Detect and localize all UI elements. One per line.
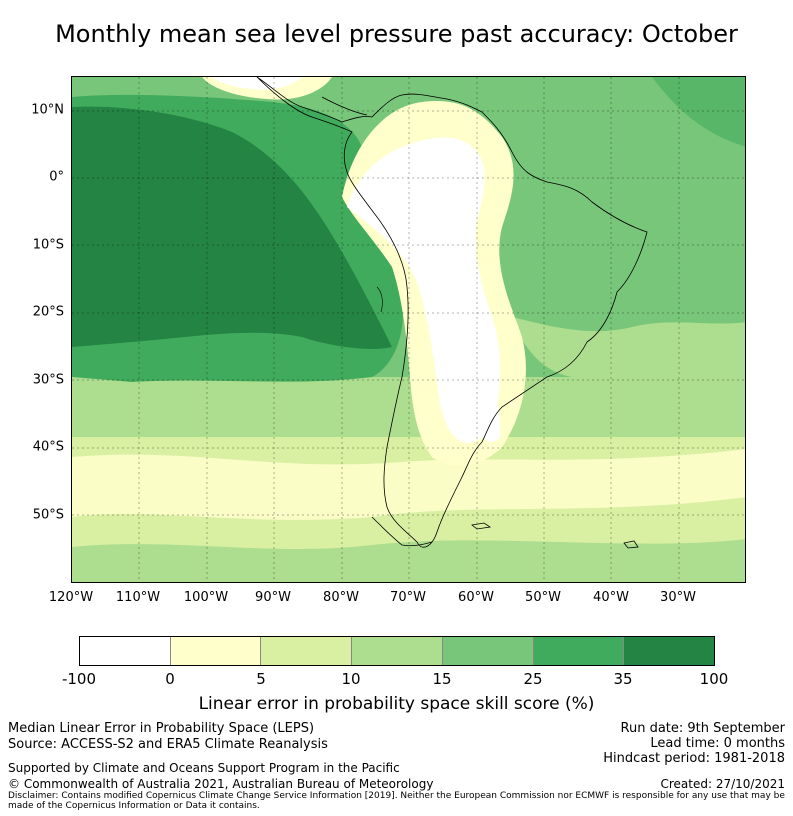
lon-label: 120°W xyxy=(48,590,94,605)
colorbar-label: Linear error in probability space skill … xyxy=(198,694,595,714)
lat-label: 30°S xyxy=(32,372,64,388)
footer-disclaimer: Disclaimer: Contains modified Copernicus… xyxy=(8,791,785,811)
lat-label: 50°S xyxy=(32,507,64,523)
colorbar xyxy=(79,636,715,666)
footer-created: Created: 27/10/2021 xyxy=(660,777,785,791)
lon-label: 30°W xyxy=(660,590,696,605)
colorbar-tick: 0 xyxy=(165,670,175,688)
lat-label: 40°S xyxy=(32,439,64,455)
lon-label: 100°W xyxy=(183,590,229,605)
skill-band-brazil-south xyxy=(512,317,745,382)
colorbar-tick: 5 xyxy=(256,670,266,688)
lon-label: 70°W xyxy=(390,590,426,605)
skill-band-bottom xyxy=(72,539,745,582)
skill-map xyxy=(72,77,745,582)
lon-label: 90°W xyxy=(255,590,291,605)
lat-label: 20°S xyxy=(32,304,64,320)
page-title: Monthly mean sea level pressure past acc… xyxy=(55,20,738,48)
lake-titicaca xyxy=(376,286,383,313)
skill-band-yellow-south xyxy=(72,449,745,520)
lon-label: 60°W xyxy=(458,590,494,605)
skill-band-pacific-max xyxy=(72,106,392,349)
south-america-coastline xyxy=(256,77,648,548)
lon-label: 80°W xyxy=(323,590,359,605)
colorbar-segment xyxy=(352,637,443,665)
tierra-del-fuego-coast xyxy=(371,516,433,547)
footer-run-date: Run date: 9th September xyxy=(620,721,785,736)
colorbar-tick: 100 xyxy=(699,670,729,688)
map-plot[interactable] xyxy=(71,76,746,583)
footer-support: Supported by Climate and Oceans Support … xyxy=(8,761,400,775)
falkland-islands xyxy=(471,522,492,530)
footer-method: Median Linear Error in Probability Space… xyxy=(8,721,315,736)
footer-lead-time: Lead time: 0 months xyxy=(650,736,785,751)
colorbar-segment xyxy=(80,637,171,665)
colorbar-tick: 25 xyxy=(523,670,543,688)
south-georgia xyxy=(623,540,639,549)
colorbar-segment xyxy=(442,637,534,665)
colorbar-tick: -100 xyxy=(61,670,97,688)
skill-patch-north-white xyxy=(212,77,302,90)
lat-label: 10°N xyxy=(31,102,64,118)
lat-label: 10°S xyxy=(32,237,64,253)
colorbar-segment xyxy=(624,637,715,665)
lat-label: 0° xyxy=(49,169,64,185)
colorbar-segment xyxy=(170,637,262,665)
footer-source: Source: ACCESS-S2 and ERA5 Climate Reana… xyxy=(8,737,328,752)
lon-label: 110°W xyxy=(115,590,161,605)
footer-copyright: © Commonwealth of Australia 2021, Austra… xyxy=(8,777,434,791)
lon-label: 40°W xyxy=(593,590,629,605)
central-america-coast xyxy=(321,96,368,116)
skill-band-continent-white xyxy=(347,137,501,443)
lon-label: 50°W xyxy=(525,590,561,605)
colorbar-segment xyxy=(533,637,625,665)
skill-patch-argentina-white xyxy=(471,367,501,442)
colorbar-segment xyxy=(261,637,353,665)
colorbar-tick: 15 xyxy=(432,670,452,688)
colorbar-tick: 35 xyxy=(613,670,633,688)
skill-patch-atlantic xyxy=(652,77,745,147)
footer-hindcast: Hindcast period: 1981-2018 xyxy=(603,751,785,766)
colorbar-tick: 10 xyxy=(341,670,361,688)
